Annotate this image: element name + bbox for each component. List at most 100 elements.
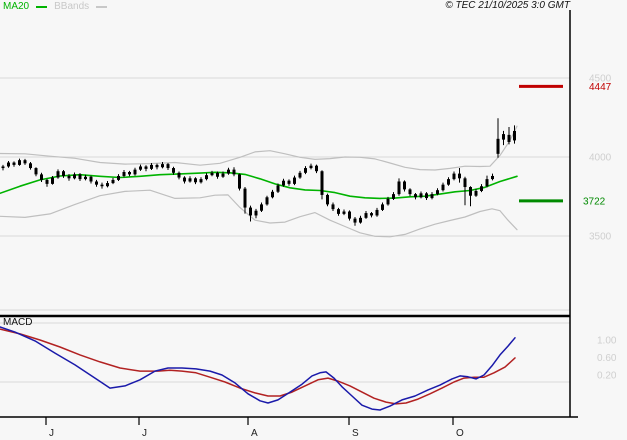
bollinger-lower-line xyxy=(0,189,518,238)
price-axis-label: 3500 xyxy=(589,232,612,243)
candle-body xyxy=(128,172,131,175)
candle-body xyxy=(40,174,43,180)
candle-body xyxy=(414,194,417,198)
legend: MA20 BBands xyxy=(3,1,109,13)
candle-body xyxy=(425,193,428,199)
x-axis-tick-label: S xyxy=(352,428,359,439)
candle-body xyxy=(67,175,71,179)
candle-body xyxy=(260,204,263,211)
candle-body xyxy=(419,193,423,198)
candle-body xyxy=(447,179,450,185)
candle-body xyxy=(254,210,258,216)
candle-body xyxy=(18,160,21,165)
price-axis-label: 4447 xyxy=(589,82,612,93)
candle-body xyxy=(166,164,170,169)
candle-body xyxy=(216,172,219,177)
candle-body xyxy=(56,171,60,178)
bbands-legend-label: BBands xyxy=(54,1,90,12)
candle-body xyxy=(232,169,236,175)
candle-body xyxy=(474,190,478,196)
candle-body xyxy=(221,173,225,177)
candle-body xyxy=(122,172,126,176)
ma20-legend-label: MA20 xyxy=(3,1,30,12)
candle-body xyxy=(12,162,16,165)
candle-body xyxy=(276,185,280,192)
price-axis-label: 4000 xyxy=(589,153,612,164)
candle-body xyxy=(370,213,373,216)
candle-body xyxy=(309,165,313,169)
candle-body xyxy=(315,165,318,172)
macd-line xyxy=(0,326,516,411)
candle-body xyxy=(249,207,252,216)
price-axis-label: 3722 xyxy=(583,196,606,207)
candle-body xyxy=(7,162,10,167)
candle-body xyxy=(205,175,208,180)
candle-body xyxy=(507,134,511,142)
candle-body xyxy=(304,168,307,173)
x-axis-tick-label: A xyxy=(251,428,258,439)
price-axis-label: 4500 xyxy=(589,74,612,85)
macd-panel-title: MACD xyxy=(3,317,33,328)
candle-body xyxy=(513,130,516,141)
candle-body xyxy=(496,138,500,154)
candle-body xyxy=(397,181,401,195)
candle-body xyxy=(348,211,351,219)
candle-body xyxy=(430,194,434,199)
candle-body xyxy=(238,174,241,189)
candle-body xyxy=(95,181,98,185)
candle-body xyxy=(359,217,362,223)
candle-body xyxy=(271,191,274,198)
candle-body xyxy=(194,178,197,183)
candle-body xyxy=(353,218,357,223)
candle-body xyxy=(463,178,467,188)
candle-body xyxy=(381,204,384,210)
candle-body xyxy=(199,179,203,183)
candle-body xyxy=(227,169,230,174)
candle-body xyxy=(441,184,445,191)
x-axis-tick-label: J xyxy=(49,428,54,439)
candle-body xyxy=(133,169,137,175)
candle-body xyxy=(89,176,93,182)
candle-body xyxy=(282,180,285,186)
x-axis-tick-label: J xyxy=(142,428,147,439)
candle-body xyxy=(210,172,214,176)
candle-body xyxy=(403,181,406,190)
candle-body xyxy=(326,194,329,205)
bbands-legend-dash-icon xyxy=(96,6,108,8)
candle-body xyxy=(337,209,340,214)
candle-body xyxy=(51,177,54,184)
candle-body xyxy=(23,160,27,164)
candle-body xyxy=(106,183,109,187)
bollinger-upper-line xyxy=(0,125,518,171)
candle-body xyxy=(375,209,379,216)
candle-body xyxy=(485,179,489,187)
candle-body xyxy=(177,172,181,178)
candle-body xyxy=(298,172,302,178)
candle-body xyxy=(172,168,175,173)
candle-body xyxy=(188,178,192,182)
candle-body xyxy=(458,173,461,179)
candle-body xyxy=(1,166,5,169)
candle-body xyxy=(287,180,291,184)
candle-body xyxy=(469,187,472,196)
candle-body xyxy=(62,171,65,176)
macd-signal-line xyxy=(0,328,516,405)
candle-body xyxy=(150,164,153,169)
candle-body xyxy=(117,175,120,180)
candle-body xyxy=(331,204,335,210)
candle-body xyxy=(139,166,142,170)
macd-axis-label: 1.00 xyxy=(597,336,617,347)
candle-body xyxy=(29,163,32,169)
candle-body xyxy=(183,177,186,182)
candle-body xyxy=(491,175,494,180)
candle-body xyxy=(100,184,104,187)
candle-body xyxy=(34,168,38,175)
candle-body xyxy=(78,174,82,180)
ma20-legend-dash-icon xyxy=(36,6,48,8)
candle-body xyxy=(243,188,247,208)
candle-body xyxy=(364,213,368,218)
candle-body xyxy=(342,211,346,214)
candle-body xyxy=(155,164,159,168)
